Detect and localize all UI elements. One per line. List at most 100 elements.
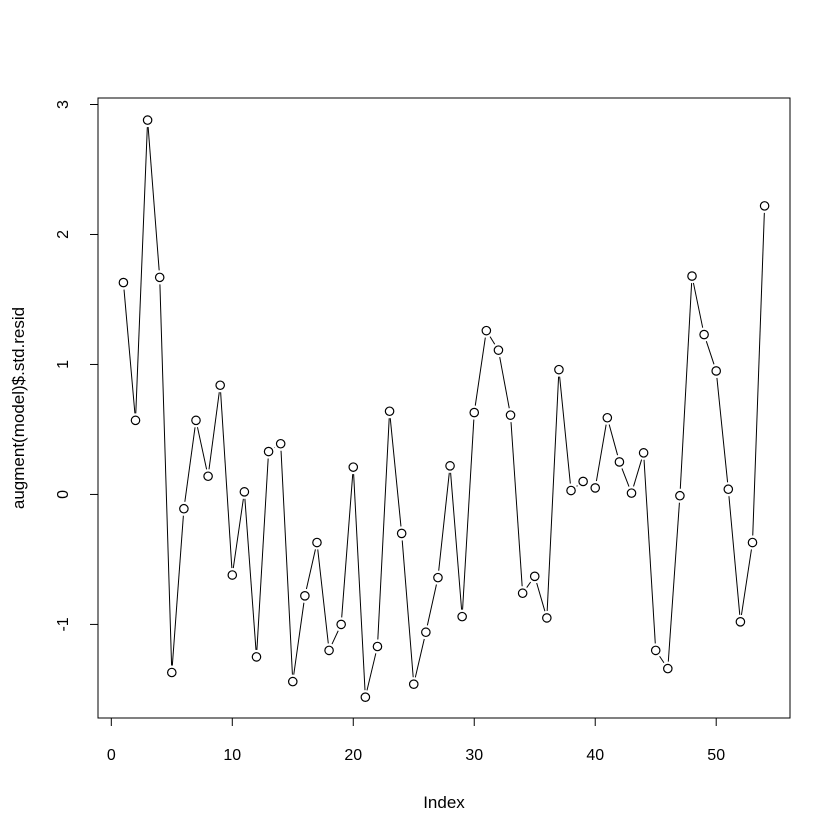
series-segment bbox=[331, 630, 339, 645]
data-point bbox=[675, 490, 685, 501]
series-segment bbox=[659, 655, 665, 664]
data-point bbox=[699, 329, 709, 340]
data-point bbox=[747, 537, 758, 548]
data-point bbox=[590, 483, 601, 493]
series-segment bbox=[526, 581, 532, 588]
series-segment bbox=[450, 472, 463, 610]
x-axis: 0 10 20 30 40 50 bbox=[107, 717, 725, 764]
series-segment bbox=[536, 582, 546, 612]
series-segment bbox=[341, 474, 354, 618]
x-axis-title: Index bbox=[423, 793, 465, 812]
series-segment bbox=[256, 458, 269, 650]
series-segment bbox=[147, 127, 160, 271]
data-point bbox=[626, 488, 637, 498]
y-tick-label: 2 bbox=[55, 230, 72, 239]
series-segment bbox=[608, 424, 619, 456]
data-point bbox=[759, 201, 770, 211]
series-segment bbox=[293, 602, 305, 675]
x-tick-label: 20 bbox=[344, 747, 362, 764]
data-point bbox=[336, 619, 346, 630]
series-segment bbox=[220, 392, 233, 569]
data-point bbox=[723, 484, 734, 495]
data-point bbox=[711, 366, 722, 376]
x-tick-label: 40 bbox=[586, 747, 604, 764]
series-segment bbox=[667, 502, 680, 662]
y-tick-label: 0 bbox=[55, 490, 72, 499]
data-point bbox=[505, 410, 516, 420]
y-axis: -1 0 1 2 3 bbox=[55, 100, 99, 632]
series-segment bbox=[171, 515, 184, 666]
y-axis-title: augment(model)$.std.resid bbox=[9, 307, 28, 509]
series-segment bbox=[208, 392, 220, 470]
data-point bbox=[372, 641, 383, 652]
series-segment bbox=[159, 284, 173, 666]
data-point bbox=[735, 617, 746, 627]
data-point bbox=[445, 461, 455, 471]
series-segment bbox=[510, 422, 523, 587]
data-point bbox=[118, 277, 129, 288]
series-segment bbox=[621, 468, 630, 487]
series-segment bbox=[752, 212, 765, 536]
series-segment bbox=[232, 498, 244, 569]
series-segment bbox=[489, 336, 496, 345]
data-point bbox=[481, 325, 492, 336]
series-segment bbox=[389, 418, 402, 527]
series-segment bbox=[414, 638, 425, 678]
data-point bbox=[348, 462, 359, 472]
data-point bbox=[239, 487, 250, 497]
data-point bbox=[251, 652, 262, 662]
series-segment bbox=[426, 584, 437, 626]
data-point bbox=[529, 571, 540, 582]
y-tick-label: -1 bbox=[55, 617, 72, 631]
series-segment bbox=[244, 498, 257, 650]
data-point bbox=[421, 627, 431, 638]
data-point bbox=[360, 692, 371, 703]
series-segment bbox=[595, 424, 607, 482]
data-point bbox=[517, 588, 528, 599]
data-point bbox=[154, 272, 165, 283]
data-point bbox=[384, 406, 395, 417]
data-point bbox=[638, 448, 649, 458]
series-segment bbox=[499, 356, 510, 409]
x-tick-label: 30 bbox=[465, 747, 483, 764]
data-point bbox=[554, 364, 564, 375]
series-segment bbox=[305, 549, 316, 590]
series-segment bbox=[377, 418, 390, 640]
data-point bbox=[166, 667, 177, 678]
data-point bbox=[191, 415, 201, 426]
series-segment bbox=[353, 474, 366, 691]
data-point bbox=[457, 611, 467, 622]
data-point bbox=[215, 380, 225, 391]
series-segment bbox=[196, 427, 208, 470]
x-tick-label: 10 bbox=[223, 747, 241, 764]
series-segment bbox=[643, 459, 656, 644]
series-segment bbox=[546, 376, 560, 611]
data-point bbox=[650, 645, 661, 656]
series-segment bbox=[692, 282, 704, 328]
series-segment bbox=[576, 485, 578, 487]
series-segment bbox=[633, 459, 643, 487]
data-point bbox=[130, 415, 141, 426]
series-segment bbox=[135, 127, 148, 414]
series-segment bbox=[716, 377, 729, 483]
data-point bbox=[663, 663, 673, 674]
data-point bbox=[142, 115, 153, 125]
data-point bbox=[469, 407, 480, 418]
data-point bbox=[566, 485, 576, 496]
series-segment bbox=[366, 653, 377, 691]
series-segment bbox=[280, 450, 293, 675]
series-segment bbox=[705, 341, 715, 365]
data-point bbox=[227, 570, 238, 580]
series-segment bbox=[559, 376, 571, 484]
data-point bbox=[578, 476, 588, 487]
series-segment bbox=[740, 549, 752, 615]
data-point bbox=[324, 645, 334, 656]
data-point bbox=[493, 345, 504, 355]
data-point bbox=[312, 537, 322, 548]
series-segment bbox=[123, 289, 136, 414]
data-point bbox=[614, 457, 625, 467]
data-point bbox=[542, 613, 552, 623]
data-point bbox=[275, 438, 286, 449]
